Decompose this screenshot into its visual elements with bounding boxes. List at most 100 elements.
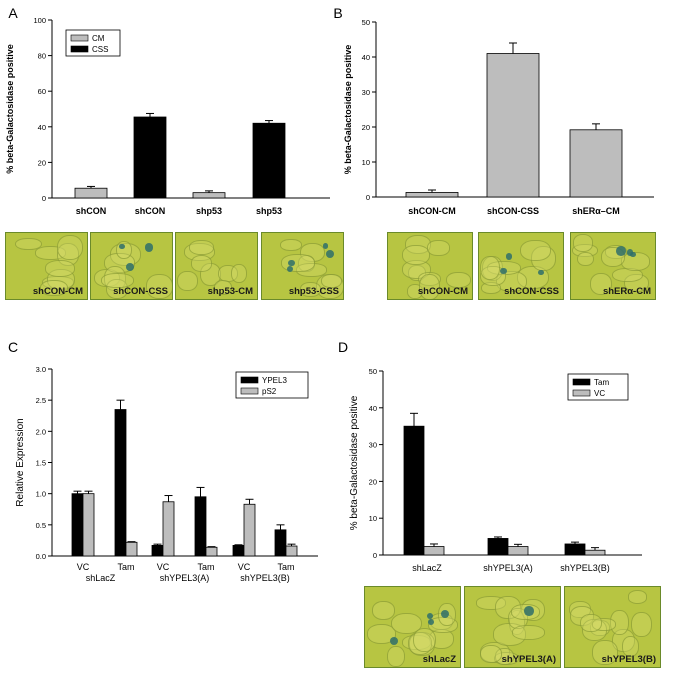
y-tick-label: 40 bbox=[369, 404, 377, 413]
legend-label: YPEL3 bbox=[262, 376, 287, 385]
stain-spot bbox=[325, 249, 334, 258]
y-axis-label: % beta-Galactosidase positive bbox=[343, 45, 353, 175]
bar bbox=[74, 187, 108, 199]
bar bbox=[162, 501, 175, 557]
y-tick-label: 10 bbox=[369, 514, 377, 523]
micrograph-d-1: shYPEL3(A) bbox=[464, 586, 561, 668]
cell-outline bbox=[412, 627, 436, 653]
bar bbox=[82, 493, 95, 557]
cell-outline bbox=[320, 273, 342, 288]
y-tick-label: 0.5 bbox=[36, 521, 46, 530]
cell-outline bbox=[366, 624, 397, 645]
x-tick-label: shp53 bbox=[256, 206, 282, 216]
legend-box bbox=[567, 373, 629, 401]
cell-outline bbox=[576, 251, 595, 267]
legend-swatch bbox=[572, 378, 591, 386]
y-tick-label: 0 bbox=[42, 194, 46, 203]
y-tick-label: 50 bbox=[362, 18, 370, 27]
legend-label: CM bbox=[92, 34, 105, 43]
legend-label: VC bbox=[594, 389, 605, 398]
bar bbox=[486, 53, 540, 198]
cell-outline bbox=[390, 612, 423, 635]
y-tick-label: 40 bbox=[362, 53, 370, 62]
micrograph-caption: shCON-CSS bbox=[113, 286, 168, 297]
bar bbox=[243, 503, 256, 557]
y-tick-label: 60 bbox=[38, 87, 46, 96]
cell-outline bbox=[44, 259, 76, 277]
micrograph-caption: shYPEL3(A) bbox=[501, 654, 556, 665]
bar bbox=[274, 529, 287, 557]
legend-swatch bbox=[70, 34, 89, 42]
cell-outline bbox=[627, 590, 648, 604]
x-tick-label: Tam bbox=[117, 562, 134, 572]
y-tick-label: 20 bbox=[362, 123, 370, 132]
cell-outline bbox=[621, 636, 640, 657]
bar bbox=[569, 129, 623, 198]
x-tick-label: shLacZ bbox=[412, 563, 442, 573]
cell-outline bbox=[519, 239, 551, 261]
cell-outline bbox=[631, 612, 652, 638]
cell-outline bbox=[190, 255, 213, 272]
y-tick-label: 2.0 bbox=[36, 427, 46, 436]
micrograph-a-2: shp53-CM bbox=[175, 232, 258, 300]
cell-outline bbox=[146, 274, 172, 299]
legend-swatch bbox=[70, 45, 89, 53]
bar bbox=[564, 543, 586, 556]
micrograph-caption: shERα-CM bbox=[602, 286, 651, 297]
micrograph-d-0: shLacZ bbox=[364, 586, 461, 668]
cell-outline bbox=[446, 272, 471, 289]
y-tick-label: 3.0 bbox=[36, 365, 46, 374]
micrograph-caption: shCON-CSS bbox=[504, 286, 559, 297]
group-label: shYPEL3(B) bbox=[240, 573, 290, 583]
bar bbox=[507, 546, 529, 556]
cell-outline bbox=[592, 640, 618, 665]
stain-spot bbox=[440, 610, 449, 619]
cell-outline bbox=[280, 238, 302, 252]
stain-spot bbox=[500, 267, 508, 275]
cell-outline bbox=[580, 613, 602, 633]
cell-outline bbox=[480, 255, 501, 280]
stain-spot bbox=[428, 618, 435, 625]
x-tick-label: shYPEL3(A) bbox=[483, 563, 533, 573]
y-tick-label: 30 bbox=[369, 441, 377, 450]
legend-swatch bbox=[240, 376, 259, 384]
y-axis-label: Relative Expression bbox=[15, 418, 26, 506]
bar bbox=[71, 493, 84, 557]
cell-outline bbox=[572, 234, 594, 252]
cell-outline bbox=[512, 625, 546, 641]
bar bbox=[423, 546, 445, 556]
bar bbox=[403, 425, 425, 556]
y-tick-label: 20 bbox=[38, 158, 46, 167]
cell-outline bbox=[401, 244, 430, 265]
y-axis-label: % beta-Galactosidase positive bbox=[5, 44, 15, 174]
bar bbox=[133, 116, 167, 199]
x-tick-label: Tam bbox=[197, 562, 214, 572]
bar bbox=[194, 496, 207, 557]
stain-spot bbox=[144, 243, 154, 252]
x-tick-label: shERα–CM bbox=[572, 206, 620, 216]
bar bbox=[114, 409, 127, 557]
micrograph-a-3: shp53-CSS bbox=[261, 232, 344, 300]
x-tick-label: VC bbox=[157, 562, 170, 572]
stain-spot bbox=[119, 243, 125, 250]
y-tick-label: 80 bbox=[38, 52, 46, 61]
micrograph-b-0: shCON-CM bbox=[387, 232, 473, 300]
cell-outline bbox=[480, 644, 503, 663]
y-tick-label: 1.0 bbox=[36, 490, 46, 499]
stain-spot bbox=[322, 243, 329, 250]
stain-spot bbox=[505, 253, 513, 261]
y-tick-label: 40 bbox=[38, 123, 46, 132]
cell-outline bbox=[372, 600, 396, 620]
x-tick-label: VC bbox=[77, 562, 90, 572]
y-tick-label: 50 bbox=[369, 367, 377, 376]
micrograph-a-1: shCON-CSS bbox=[90, 232, 173, 300]
cell-outline bbox=[100, 273, 135, 289]
panel-letter: D bbox=[338, 339, 348, 355]
stain-spot bbox=[538, 269, 544, 276]
y-tick-label: 10 bbox=[362, 158, 370, 167]
bar bbox=[405, 192, 459, 198]
cell-outline bbox=[230, 263, 248, 283]
micrograph-caption: shYPEL3(B) bbox=[601, 654, 656, 665]
x-tick-label: shp53 bbox=[196, 206, 222, 216]
